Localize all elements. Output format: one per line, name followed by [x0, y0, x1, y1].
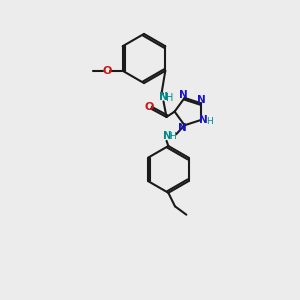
Text: O: O	[102, 66, 112, 76]
Text: N: N	[163, 131, 172, 141]
Text: N: N	[199, 115, 208, 125]
Text: N: N	[179, 90, 188, 100]
Text: H: H	[166, 93, 173, 103]
Text: H: H	[169, 132, 176, 141]
Text: N: N	[197, 95, 206, 105]
Text: N: N	[178, 123, 187, 133]
Text: O: O	[144, 102, 154, 112]
Text: H: H	[206, 117, 212, 126]
Text: N: N	[159, 92, 168, 102]
